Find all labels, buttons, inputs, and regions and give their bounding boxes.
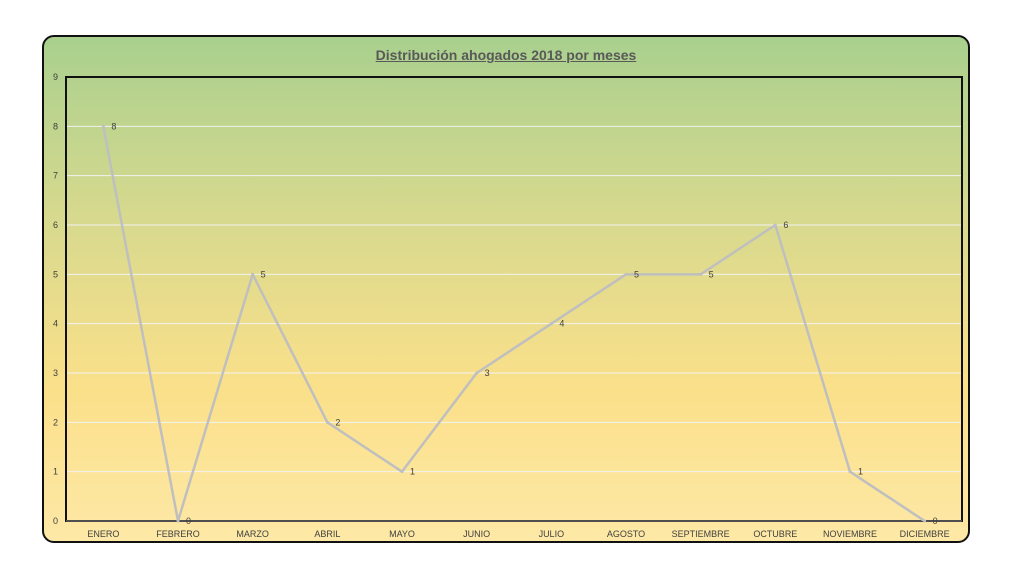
x-tick-label: DICIEMBRE [900,529,950,539]
data-label: 3 [485,368,490,378]
data-label: 1 [858,467,863,477]
plot-area-border [65,76,963,522]
data-label: 5 [634,269,639,279]
data-point [475,371,479,375]
y-tick-label: 9 [53,72,58,82]
data-label: 0 [186,516,191,526]
data-point [251,272,255,276]
y-tick-label: 6 [53,220,58,230]
chart-frame: Distribución ahogados 2018 por meses 0 1 2… [42,35,970,543]
data-point [923,519,927,523]
x-tick-label: ABRIL [314,529,340,539]
data-point [699,272,703,276]
y-tick-label: 0 [53,516,58,526]
data-point [848,470,852,474]
y-tick-label: 2 [53,417,58,427]
y-tick-label: 7 [53,171,58,181]
x-tick-label: OCTUBRE [753,529,797,539]
y-tick-label: 5 [53,269,58,279]
gridlines [66,125,962,473]
data-label: 1 [410,467,415,477]
x-tick-label: JUNIO [463,529,490,539]
data-point [773,223,777,227]
x-tick-label: JULIO [539,529,565,539]
data-label: 6 [783,220,788,230]
series-line [102,126,926,523]
axes: 0 1 2 3 4 5 6 7 8 9 ENERO FEBRERO MARZO ABRIL MAYO JUNI… [53,72,963,539]
x-tick-label: SEPTIEMBRE [672,529,730,539]
x-tick-label: NOVIEMBRE [823,529,877,539]
x-tick-label: FEBRERO [156,529,200,539]
line-chart: 0 1 2 3 4 5 6 7 8 9 ENERO FEBRERO MARZO ABRIL MAYO JUNI… [53,72,963,539]
x-tick-label: ENERO [87,529,119,539]
data-point [549,322,553,326]
data-point [624,272,628,276]
series-layer [101,124,927,523]
y-tick-label: 8 [53,121,58,131]
data-label: 0 [933,516,938,526]
x-tick-label: AGOSTO [607,529,645,539]
data-labels: 8 0 5 2 1 3 4 5 5 6 1 0 [111,121,937,526]
y-tick-label: 4 [53,319,58,329]
data-point [176,519,180,523]
data-label: 2 [335,417,340,427]
data-label: 5 [709,269,714,279]
y-tick-label: 3 [53,368,58,378]
data-point [325,420,329,424]
data-point [400,470,404,474]
data-point [101,124,105,128]
x-tick-label: MAYO [389,529,415,539]
x-tick-label: MARZO [236,529,269,539]
data-label: 8 [111,121,116,131]
y-tick-label: 1 [53,467,58,477]
data-label: 5 [261,269,266,279]
data-label: 4 [559,319,564,329]
chart-title: Distribución ahogados 2018 por meses [375,47,637,63]
